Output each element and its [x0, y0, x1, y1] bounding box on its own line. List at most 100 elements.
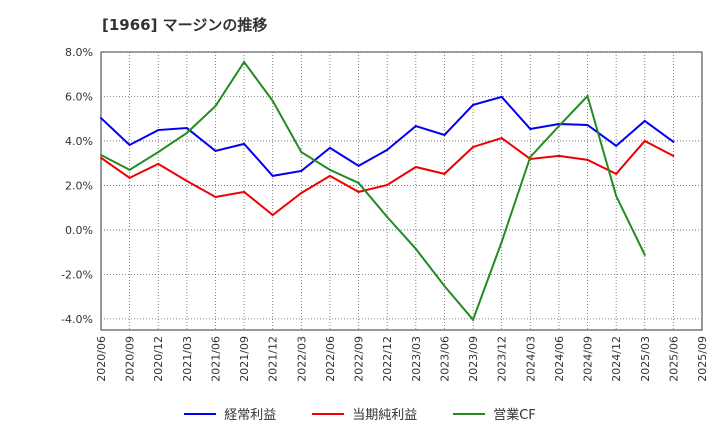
data-point — [414, 247, 417, 250]
data-point — [586, 123, 589, 126]
data-point — [300, 169, 303, 172]
data-point — [185, 179, 188, 182]
x-tick-label: 2025/03 — [639, 336, 652, 382]
legend-item: 営業CF — [453, 404, 536, 423]
data-point — [443, 133, 446, 136]
data-point — [500, 95, 503, 98]
y-tick-label: -4.0% — [61, 313, 93, 326]
data-point — [615, 172, 618, 175]
x-tick-label: 2023/03 — [410, 336, 423, 382]
x-tick-label: 2021/09 — [238, 336, 251, 382]
data-point — [328, 146, 331, 149]
data-point — [472, 145, 475, 148]
legend-item: 当期純利益 — [312, 404, 417, 423]
data-point — [100, 117, 102, 120]
data-point — [214, 196, 217, 199]
x-tick-label: 2021/03 — [181, 336, 194, 382]
data-point — [643, 253, 646, 256]
legend-swatch — [453, 412, 486, 415]
data-point — [672, 154, 675, 157]
data-point — [500, 240, 503, 243]
data-point — [672, 140, 675, 143]
y-tick-label: -2.0% — [61, 268, 93, 281]
x-tick-label: 2021/12 — [267, 336, 280, 382]
data-point — [414, 165, 417, 168]
data-point — [214, 105, 217, 108]
x-tick-label: 2022/06 — [324, 336, 337, 382]
data-point — [185, 131, 188, 134]
data-point — [500, 137, 503, 140]
data-point — [443, 284, 446, 287]
data-point — [472, 318, 475, 321]
data-point — [328, 168, 331, 171]
data-point — [185, 127, 188, 130]
series-line-営業CF — [100, 60, 646, 322]
x-tick-label: 2023/12 — [496, 336, 509, 382]
data-point — [643, 139, 646, 142]
data-point — [643, 119, 646, 122]
data-point — [529, 155, 532, 158]
x-tick-label: 2024/09 — [582, 336, 595, 382]
data-point — [100, 153, 102, 156]
y-tick-label: 2.0% — [65, 179, 93, 192]
legend-item: 経常利益 — [184, 404, 276, 423]
data-point — [443, 172, 446, 175]
y-tick-label: 4.0% — [65, 135, 93, 148]
x-tick-label: 2020/09 — [124, 336, 137, 382]
x-tick-label: 2025/09 — [696, 336, 709, 382]
data-point — [557, 154, 560, 157]
x-tick-label: 2024/03 — [524, 336, 537, 382]
data-point — [243, 190, 246, 193]
chart-title: [1966] マージンの推移 — [102, 16, 268, 34]
legend-label: 営業CF — [493, 408, 536, 423]
legend-swatch — [312, 412, 345, 415]
data-point — [586, 158, 589, 161]
data-point — [328, 174, 331, 177]
x-tick-label: 2020/12 — [152, 336, 165, 382]
data-point — [214, 149, 217, 152]
legend-label: 当期純利益 — [352, 408, 418, 423]
data-point — [386, 148, 389, 151]
data-point — [300, 151, 303, 154]
x-tick-label: 2020/06 — [95, 336, 108, 382]
data-point — [271, 99, 274, 102]
legend-label: 経常利益 — [224, 408, 277, 423]
x-tick-label: 2024/12 — [610, 336, 623, 382]
legend: 経常利益 当期純利益 営業CF — [0, 404, 720, 423]
data-point — [615, 144, 618, 147]
data-point — [157, 129, 160, 132]
data-point — [157, 151, 160, 154]
data-point — [586, 95, 589, 98]
data-point — [243, 61, 246, 64]
data-point — [157, 162, 160, 165]
y-tick-label: 8.0% — [65, 46, 93, 59]
data-point — [271, 174, 274, 177]
x-tick-label: 2022/03 — [295, 336, 308, 382]
x-tick-label: 2025/06 — [667, 336, 680, 382]
y-tick-label: 6.0% — [65, 90, 93, 103]
data-point — [414, 125, 417, 128]
plot-area — [100, 51, 703, 331]
x-tick-label: 2023/09 — [467, 336, 480, 382]
data-point — [386, 183, 389, 186]
data-point — [357, 181, 360, 184]
data-point — [243, 142, 246, 145]
data-point — [357, 164, 360, 167]
data-point — [615, 194, 618, 197]
y-tick-label: 0.0% — [65, 224, 93, 237]
data-point — [529, 127, 532, 130]
x-tick-label: 2023/06 — [438, 336, 451, 382]
x-tick-label: 2021/06 — [209, 336, 222, 382]
x-tick-label: 2022/12 — [381, 336, 394, 382]
data-point — [128, 168, 131, 171]
data-point — [100, 156, 102, 159]
data-point — [472, 103, 475, 106]
data-point — [357, 190, 360, 193]
data-point — [128, 143, 131, 146]
x-tick-label: 2022/09 — [353, 336, 366, 382]
data-point — [271, 214, 274, 217]
legend-swatch — [184, 412, 217, 415]
data-point — [128, 176, 131, 179]
x-tick-label: 2024/06 — [553, 336, 566, 382]
